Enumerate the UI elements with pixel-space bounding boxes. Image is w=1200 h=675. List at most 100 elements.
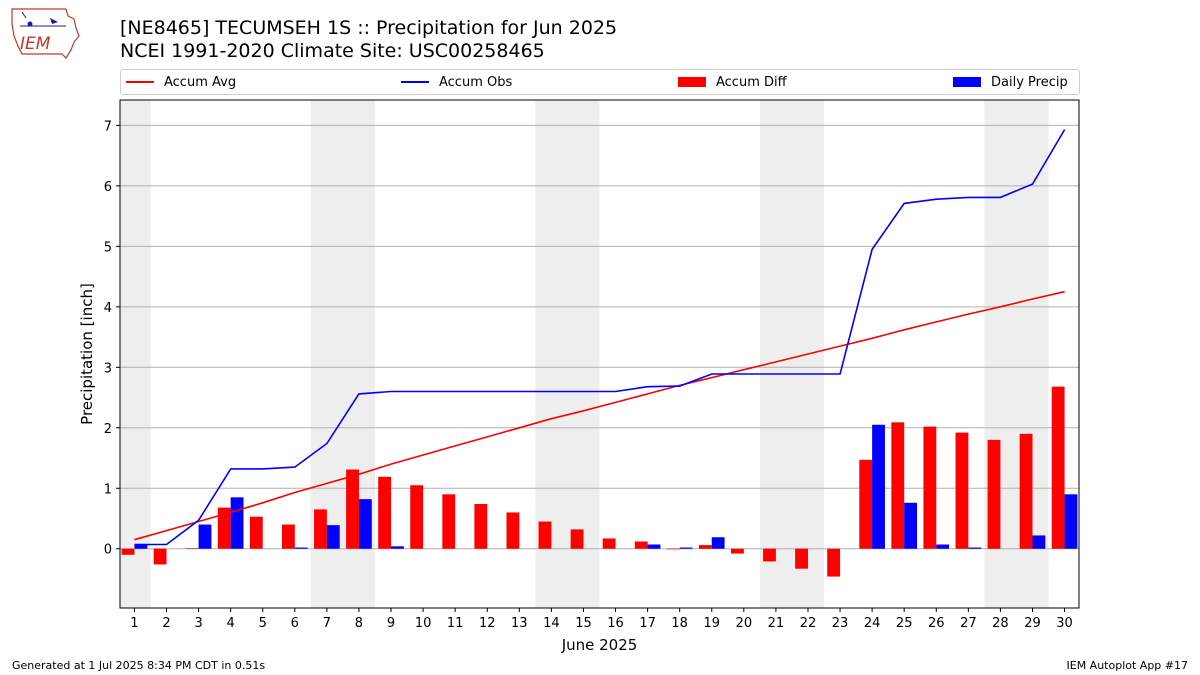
accum-diff-bar-8 xyxy=(346,469,359,549)
daily-precip-bar-1 xyxy=(134,544,148,549)
x-tick-label-14: 14 xyxy=(543,616,560,631)
accum-diff-bar-20 xyxy=(731,548,744,554)
app-label: IEM Autoplot App #17 xyxy=(1066,659,1189,672)
x-tick-label-19: 19 xyxy=(703,616,720,631)
daily-precip-bar-17 xyxy=(647,544,661,549)
x-tick-label-22: 22 xyxy=(800,616,817,631)
weekend-band-3 xyxy=(535,100,600,608)
weekend-band-1 xyxy=(120,100,151,608)
daily-precip-bar-25 xyxy=(904,502,918,549)
x-tick-label-28: 28 xyxy=(992,616,1009,631)
iem-logo: IEM xyxy=(11,8,80,59)
legend-item-accum-diff: Accum Diff xyxy=(678,70,787,94)
x-axis-label: June 2025 xyxy=(561,636,638,654)
accum-avg-line xyxy=(134,290,1065,541)
x-tick-label-4: 4 xyxy=(227,616,235,631)
accum-diff-bar-30 xyxy=(1051,386,1065,549)
x-tick-label-11: 11 xyxy=(447,616,464,631)
accum-diff-bar-26 xyxy=(923,426,937,549)
accum-diff-bar-14 xyxy=(538,521,552,549)
accum-diff-bar-12 xyxy=(474,503,488,549)
x-tick-label-1: 1 xyxy=(130,616,138,631)
accum-diff-bar-24 xyxy=(859,459,873,549)
accum-obs-line xyxy=(134,129,1066,546)
accum-diff-bar-27 xyxy=(955,432,969,549)
daily-precip-bar-4 xyxy=(230,497,244,549)
daily-precip-bar-8 xyxy=(358,499,372,549)
x-tick-label-27: 27 xyxy=(960,616,977,631)
legend-swatch-daily-precip xyxy=(953,77,981,87)
x-tick-label-25: 25 xyxy=(896,616,913,631)
x-tick-label-5: 5 xyxy=(259,616,267,631)
daily-precip-bar-7 xyxy=(326,525,340,549)
x-tick-label-17: 17 xyxy=(639,616,656,631)
accum-diff-bar-21 xyxy=(763,548,776,562)
x-tick-label-24: 24 xyxy=(864,616,881,631)
accum-diff-bar-5 xyxy=(249,516,263,549)
chart-title: [NE8465] TECUMSEH 1S :: Precipitation fo… xyxy=(120,17,618,39)
accum-diff-bar-16 xyxy=(602,538,616,549)
generated-timestamp: Generated at 1 Jul 2025 8:34 PM CDT in 0… xyxy=(12,659,266,672)
accum-diff-bar-23 xyxy=(827,548,841,577)
x-tick-label-13: 13 xyxy=(511,616,528,631)
legend-item-accum-obs: Accum Obs xyxy=(401,70,512,94)
x-tick-label-23: 23 xyxy=(832,616,849,631)
weekend-band-4 xyxy=(759,100,825,608)
x-tick-label-8: 8 xyxy=(355,616,363,631)
accum-diff-bar-22 xyxy=(795,548,808,569)
legend-label-accum-obs: Accum Obs xyxy=(439,74,513,90)
accum-diff-bar-11 xyxy=(442,494,456,549)
legend-label-daily-precip: Daily Precip xyxy=(991,74,1068,90)
x-tick-label-3: 3 xyxy=(194,616,202,631)
x-tick-label-6: 6 xyxy=(291,616,299,631)
y-axis-label: Precipitation [inch] xyxy=(78,283,96,425)
daily-precip-bar-3 xyxy=(198,524,212,549)
accum-diff-bar-1 xyxy=(121,548,135,555)
daily-precip-bar-9 xyxy=(391,546,404,549)
legend-swatch-accum-obs xyxy=(401,81,429,83)
x-tick-label-29: 29 xyxy=(1024,616,1041,631)
y-tick-label-3: 3 xyxy=(104,361,112,376)
y-tick-label-5: 5 xyxy=(104,240,112,255)
daily-precip-bar-29 xyxy=(1032,535,1046,549)
daily-precip-bar-18 xyxy=(679,547,693,549)
x-tick-label-9: 9 xyxy=(387,616,395,631)
y-tick-label-2: 2 xyxy=(104,422,112,437)
legend-swatch-accum-diff xyxy=(678,77,706,87)
y-tick-label-6: 6 xyxy=(104,180,112,195)
x-tick-label-21: 21 xyxy=(768,616,785,631)
weekend-band-5 xyxy=(984,100,1049,608)
y-tick-label-4: 4 xyxy=(104,301,112,316)
accum-diff-bar-28 xyxy=(987,439,1001,549)
accum-diff-bar-25 xyxy=(891,422,905,549)
dish-icon xyxy=(27,21,33,27)
legend: Accum Avg Accum Obs Accum Diff Daily Pre… xyxy=(120,69,1080,95)
daily-precip-bar-6 xyxy=(294,547,308,549)
legend-label-accum-avg: Accum Avg xyxy=(164,74,237,90)
accum-diff-bar-15 xyxy=(570,529,584,549)
x-tick-label-18: 18 xyxy=(671,616,688,631)
chart-subtitle: NCEI 1991-2020 Climate Site: USC00258465 xyxy=(120,40,545,62)
daily-precip-bar-27 xyxy=(968,547,982,549)
daily-precip-bar-30 xyxy=(1064,494,1078,549)
x-tick-label-12: 12 xyxy=(479,616,496,631)
accum-diff-bar-6 xyxy=(281,524,295,549)
accum-diff-bar-18 xyxy=(666,548,680,550)
accum-diff-bar-2 xyxy=(153,548,167,565)
logo-text: IEM xyxy=(20,34,51,54)
daily-precip-bar-19 xyxy=(711,537,725,549)
accum-diff-bar-10 xyxy=(410,485,424,549)
accum-diff-bar-9 xyxy=(378,476,392,549)
accum-diff-bar-19 xyxy=(698,545,712,549)
y-tick-label-1: 1 xyxy=(104,482,112,497)
y-tick-label-0: 0 xyxy=(104,543,112,558)
x-tick-label-15: 15 xyxy=(575,616,592,631)
x-tick-label-7: 7 xyxy=(323,616,331,631)
legend-item-accum-avg: Accum Avg xyxy=(126,70,236,94)
x-tick-label-26: 26 xyxy=(928,616,945,631)
weekend-band-2 xyxy=(310,100,375,608)
plot-frame xyxy=(119,99,1080,609)
daily-precip-bar-26 xyxy=(936,544,950,549)
y-tick-label-7: 7 xyxy=(104,119,112,134)
